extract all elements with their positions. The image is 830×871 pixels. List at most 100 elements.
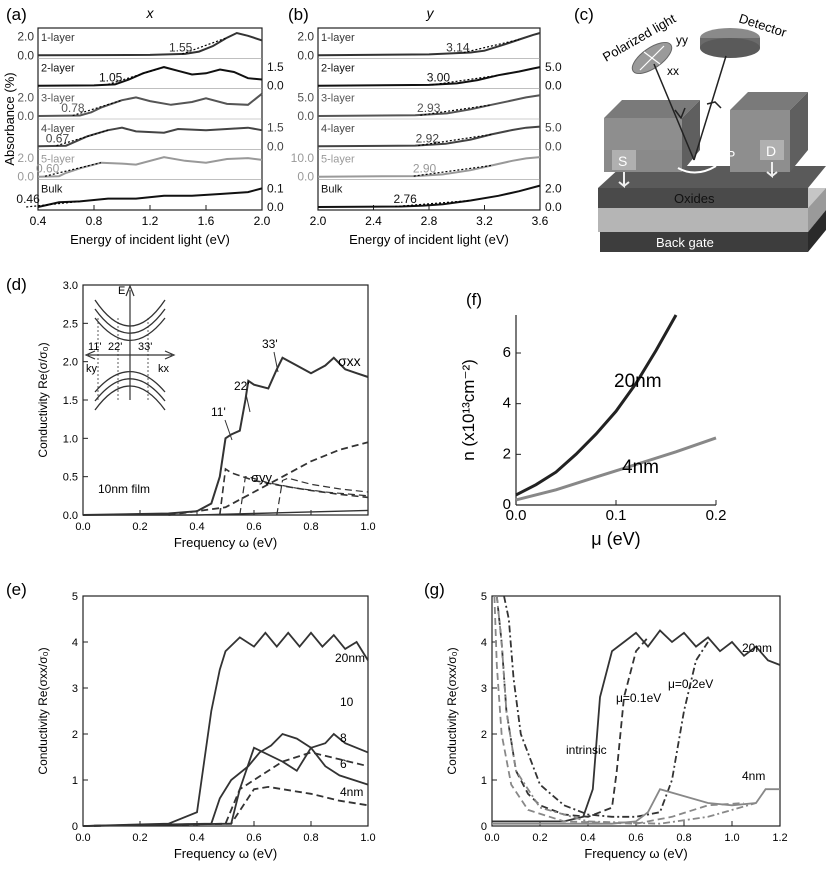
y-axis-label: Absorbance (%): [2, 72, 17, 165]
x-tick-label: 2.8: [421, 214, 438, 228]
panel-label-c: (c): [574, 5, 594, 24]
inset-conduction-band-3: [94, 317, 166, 342]
panel-label-a: (a): [6, 5, 27, 24]
y-tick-label: 2.0: [17, 30, 34, 44]
band-edge-fit: [56, 129, 109, 147]
series-4nm: [82, 785, 369, 827]
y-tick-label: 4: [503, 395, 511, 412]
source-label: S: [618, 153, 627, 169]
x-tick-label: 1.0: [360, 521, 375, 533]
rotation-arrow-icon: [677, 165, 717, 174]
band-edge-fit: [26, 200, 81, 208]
x-tick-label: 0.8: [676, 832, 691, 844]
detector-bottom: [700, 38, 760, 58]
y-tick-label: 0.0: [297, 48, 314, 62]
y-tick-label: 2: [503, 445, 511, 462]
incident-beam: [653, 63, 695, 161]
panel-b-plot: y 2.0 2.4 2.8 3.2 3.6 Energy of incident light…: [291, 5, 562, 247]
x-axis-label: Frequency ω (eV): [174, 535, 277, 550]
oxide-side: [808, 188, 826, 232]
inset-kx-arrow-icon: [164, 350, 176, 360]
row-label: Bulk: [41, 184, 63, 196]
film-thickness-label: 10nm film: [98, 482, 150, 496]
reflected-arrow-icon: [706, 101, 722, 109]
series-intraband-dashed: [168, 441, 369, 516]
band-edge-fit: [431, 74, 499, 86]
sigma-yy-label: σyy: [251, 470, 273, 485]
series-20nm: [82, 631, 369, 827]
x-tick-label: 1.0: [360, 832, 375, 844]
y-tick-label: 10.0: [291, 151, 315, 165]
thickness-label: 8: [340, 731, 347, 745]
x-tick-label: 0.8: [86, 214, 103, 228]
thickness-label: 20nm: [335, 651, 365, 665]
row-label: 5-layer: [321, 153, 355, 165]
x-tick-label: 2.4: [365, 214, 382, 228]
y-tick-label: 0.5: [63, 472, 78, 484]
label-4nm: 4nm: [622, 457, 659, 478]
peak-11-label: 11': [211, 405, 226, 419]
source-contact-left: [604, 118, 682, 150]
absorbance-curve-5-layer: [37, 156, 263, 178]
panel-e-frame: [82, 595, 369, 827]
y-tick-label: 0.0: [545, 79, 562, 93]
inset-22-label: 22': [108, 341, 122, 353]
peak-33-pointer: [273, 351, 279, 373]
x-tick-label: 1.6: [198, 214, 215, 228]
plots-layer: x 0.4 0.8 1.2 1.6 2.0 Energy of incident light…: [2, 5, 788, 861]
y-tick-label: 3: [481, 683, 487, 695]
row-label: 2-layer: [321, 62, 355, 74]
x-tick-label: 0.0: [506, 507, 527, 524]
row-label: 1-layer: [321, 32, 355, 44]
band-structure-inset: E 11' 22' 33' ky kx: [84, 284, 176, 411]
series-10: [82, 732, 369, 827]
x-tick-label: 2.0: [254, 214, 271, 228]
y-tick-label: 0.0: [267, 200, 284, 214]
panel-d-plot: 0.0 0.2 0.4 0.6 0.8 1.0 0.0 0.5 1.0 1.5 2.0 2.5 3.0 F…: [36, 280, 376, 550]
absorbance-curve-3-layer: [37, 92, 263, 117]
absorbance-curve-4-layer: [317, 125, 541, 148]
series-4nm-intrinsic: [492, 788, 780, 825]
y-tick-label: 5.0: [545, 121, 562, 135]
gap-value: 1.05: [99, 71, 123, 85]
x-tick-label: 0.2: [132, 832, 147, 844]
row-label: 3-layer: [321, 93, 355, 105]
y-tick-label: 1: [481, 775, 487, 787]
y-tick-label: 2.0: [297, 30, 314, 44]
x-axis-label: Frequency ω (eV): [584, 846, 687, 861]
drain-contact-side: [790, 92, 808, 172]
bp-layer-front: [598, 188, 808, 208]
oxide-front: [598, 208, 808, 232]
panel-label-d: (d): [6, 275, 27, 294]
series-11-dashed: [219, 467, 369, 516]
gap-value: 3.14: [446, 40, 470, 54]
inset-energy-arrow-icon: [125, 284, 135, 297]
back-gate-side: [808, 210, 826, 252]
gap-value: 0.67: [46, 131, 70, 145]
gap-value: 0.46: [16, 192, 40, 206]
x-tick-label: 0.6: [246, 521, 261, 533]
y-tick-label: 0.0: [297, 170, 314, 184]
y-tick-label: 2.0: [63, 357, 78, 369]
absorbance-curve-4-layer: [37, 126, 263, 148]
inset-conduction-band-1: [94, 299, 166, 327]
y-tick-label: 2.0: [17, 151, 34, 165]
y-tick-label: 5.0: [545, 60, 562, 74]
y-tick-label: 2.5: [63, 318, 78, 330]
drain-arrow-icon: [766, 162, 778, 179]
x-tick-label: 1.2: [142, 214, 159, 228]
reflected-beam: [693, 55, 727, 161]
inset-valence-band-2: [94, 378, 166, 402]
x-tick-label: 0.4: [580, 832, 595, 844]
series-4nm-0-1eV: [493, 595, 745, 825]
incident-arrow-icon: [674, 107, 686, 120]
panel-a-title: x: [146, 5, 155, 21]
panel-label-e: (e): [6, 580, 27, 599]
y-axis-label: Conductivity Re(σxx/σ₀): [445, 647, 459, 774]
series-22-dashed: [239, 476, 369, 516]
series--yy: [83, 509, 369, 516]
panel-g-plot: 0.0 0.2 0.4 0.6 0.8 1.0 1.2 0 1 2 3 4 5 Frequency ω (…: [445, 591, 788, 861]
y-tick-label: 0: [481, 821, 487, 833]
y-tick-label: 0.1: [267, 181, 284, 195]
x-tick-label: 0.4: [189, 832, 204, 844]
